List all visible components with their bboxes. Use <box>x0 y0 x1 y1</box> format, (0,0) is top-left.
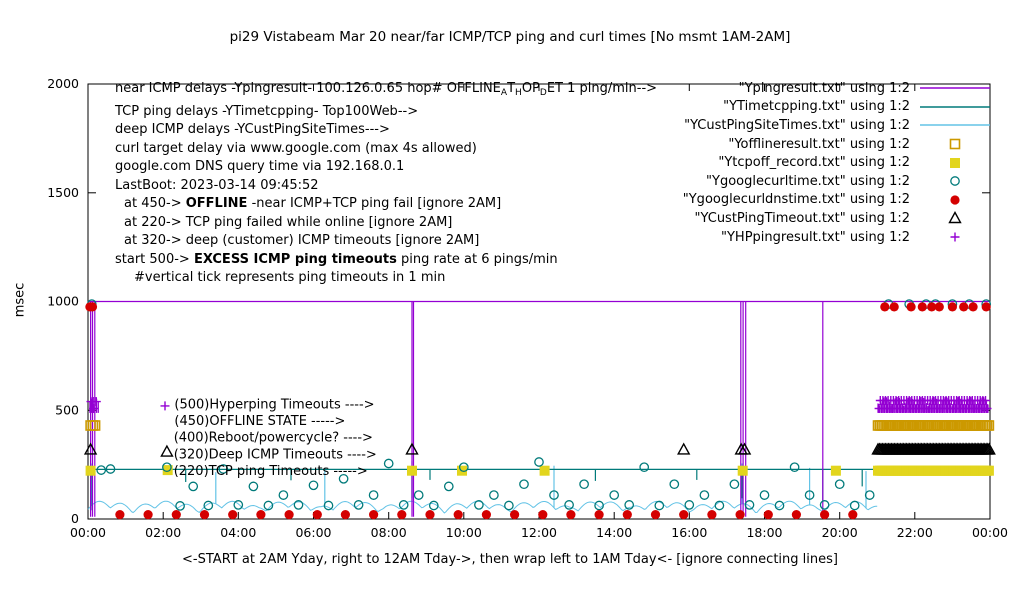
x-tick-label: 06:00 <box>295 525 331 540</box>
x-tick-label: 04:00 <box>220 525 256 540</box>
legend-label: "Yofflineresult.txt" using 1:2 <box>728 136 910 152</box>
x-tick-label: 10:00 <box>446 525 482 540</box>
x-tick-label: 12:00 <box>521 525 557 540</box>
legend: "Ypingresult.txt" using 1:2 "YTimetcpping… <box>683 79 992 246</box>
legend-entry-hpping: "YHPpingresult.txt" using 1:2 <box>683 228 992 247</box>
legend-label: "YCustPingTimeout.txt" using 1:2 <box>694 210 910 226</box>
y-tick-label: 2000 <box>47 76 79 91</box>
info-line: curl target delay via www.google.com (ma… <box>115 140 477 156</box>
legend-entry-tcpping: "YTimetcpping.txt" using 1:2 <box>683 98 992 117</box>
x-tick-label: 02:00 <box>145 525 181 540</box>
legend-key-osquare-icon <box>918 136 992 152</box>
legend-entry-curltime: "Ygooglecurltime.txt" using 1:2 <box>683 172 992 191</box>
legend-label: "Ygooglecurldnstime.txt" using 1:2 <box>682 192 910 208</box>
y-tick-label: 1000 <box>47 294 79 309</box>
series-curltime <box>86 299 992 511</box>
legend-label: "Ygooglecurltime.txt" using 1:2 <box>706 173 910 189</box>
legend-key-ocircle-icon <box>918 173 992 189</box>
series-dnstime <box>85 302 991 520</box>
x-tick-label: 14:00 <box>596 525 632 540</box>
legend-key-line-icon <box>918 80 992 96</box>
legend-label: "Ytcpoff_record.txt" using 1:2 <box>718 155 910 171</box>
plot-annotation: (400)Reboot/powercycle? ----> <box>174 431 373 446</box>
legend-label: "YHPpingresult.txt" using 1:2 <box>721 229 910 245</box>
legend-label: "YCustPingSiteTimes.txt" using 1:2 <box>684 117 910 133</box>
info-line: LastBoot: 2023-03-14 09:45:52 <box>115 177 319 193</box>
plot-annotation: (320)Deep ICMP Timeouts ----> <box>174 447 377 462</box>
x-tick-label: 00:00 <box>70 525 106 540</box>
legend-label: "Ypingresult.txt" using 1:2 <box>738 80 910 96</box>
info-line: google.com DNS query time via 192.168.0.… <box>115 159 405 175</box>
info-line: #vertical tick represents ping timeouts … <box>134 270 446 286</box>
info-line: at 450-> OFFLINE -near ICMP+TCP ping fai… <box>124 196 502 212</box>
info-line: at 220-> TCP ping failed while online [i… <box>124 214 453 230</box>
legend-entry-custtimeout: "YCustPingTimeout.txt" using 1:2 <box>683 209 992 228</box>
legend-key-fsquare-icon <box>918 155 992 171</box>
legend-key-plus-icon <box>918 229 992 245</box>
x-tick-label: 20:00 <box>822 525 858 540</box>
legend-key-fcircle-icon <box>918 192 992 208</box>
x-tick-label: 08:00 <box>371 525 407 540</box>
series-offline <box>85 420 995 431</box>
legend-entry-dnstime: "Ygooglecurldnstime.txt" using 1:2 <box>683 191 992 210</box>
legend-key-line-icon <box>918 99 992 115</box>
x-axis-label: <-START at 2AM Yday, right to 12AM Tday-… <box>182 552 838 567</box>
plot-annotation: (500)Hyperping Timeouts ----> <box>174 398 374 413</box>
chart-title: pi29 Vistabeam Mar 20 near/far ICMP/TCP … <box>229 29 791 45</box>
legend-entry-custping: "YCustPingSiteTimes.txt" using 1:2 <box>683 116 992 135</box>
x-tick-label: 18:00 <box>746 525 782 540</box>
y-tick-label: 0 <box>71 511 79 526</box>
y-tick-label: 1500 <box>47 185 79 200</box>
info-line: at 320-> deep (customer) ICMP timeouts [… <box>124 233 480 249</box>
x-tick-label: 22:00 <box>897 525 933 540</box>
legend-key-otriangle-icon <box>918 210 992 226</box>
x-tick-label: 16:00 <box>671 525 707 540</box>
info-line: TCP ping delays -YTimetcpping- Top100Web… <box>115 103 419 119</box>
series-custtimeout <box>83 442 996 457</box>
series-hpping <box>86 396 992 413</box>
series-tcpoff <box>85 465 994 476</box>
plot-annotation: (220)TCP ping Timeouts -----> <box>174 464 368 479</box>
legend-entry-pingresult: "Ypingresult.txt" using 1:2 <box>683 79 992 98</box>
legend-key-line-icon <box>918 117 992 133</box>
info-line: start 500-> EXCESS ICMP ping timeouts pi… <box>115 251 558 267</box>
info-line: near ICMP delays -Ypingresult- 100.126.0… <box>115 81 658 98</box>
info-line: deep ICMP delays -YCustPingSiteTimes---> <box>115 122 390 138</box>
info-annotation-block: near ICMP delays -Ypingresult- 100.126.0… <box>115 80 657 288</box>
y-tick-label: 500 <box>55 402 79 417</box>
legend-entry-tcpoff: "Ytcpoff_record.txt" using 1:2 <box>683 153 992 172</box>
x-tick-label: 00:00 <box>972 525 1008 540</box>
legend-label: "YTimetcpping.txt" using 1:2 <box>723 99 910 115</box>
plot-annotation: (450)OFFLINE STATE -----> <box>174 414 345 429</box>
legend-entry-offline: "Yofflineresult.txt" using 1:2 <box>683 135 992 154</box>
